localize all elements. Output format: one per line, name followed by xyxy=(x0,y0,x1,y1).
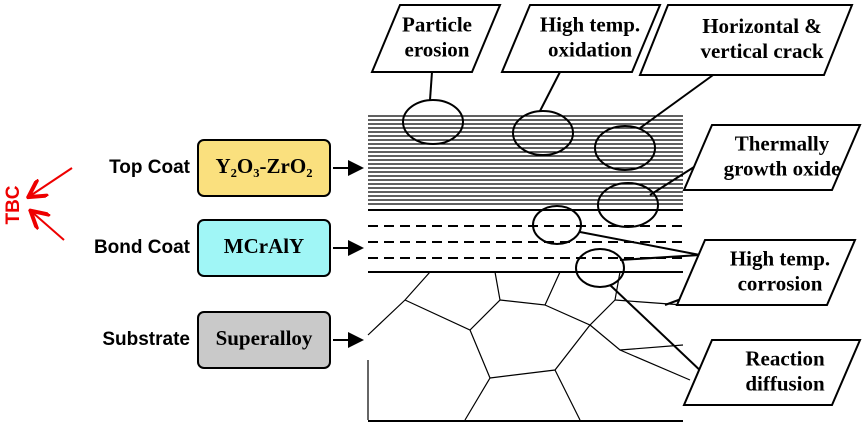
grain-boundary xyxy=(465,330,490,420)
callout-text: Horizontal & xyxy=(702,14,822,38)
grain-boundary xyxy=(555,370,580,420)
callout-text: Particle xyxy=(402,12,472,36)
callout-text: Thermally xyxy=(735,131,830,155)
leader-line xyxy=(540,72,560,111)
callout-text: High temp. xyxy=(540,12,640,36)
grain-boundary xyxy=(490,325,590,378)
grain-boundary xyxy=(590,325,683,350)
layer-label: Top Coat xyxy=(109,157,191,178)
group-arrow xyxy=(30,168,72,196)
layer-label: Substrate xyxy=(102,329,190,350)
grain-boundary xyxy=(405,272,500,330)
group-label: TBC xyxy=(3,185,24,224)
leader-line xyxy=(640,70,720,128)
callout-text: Reaction xyxy=(745,346,825,370)
defect-marker xyxy=(403,100,463,144)
group-arrow xyxy=(32,212,64,240)
material-label: Y₂O₃-ZrO₂ xyxy=(215,154,312,178)
leader-line xyxy=(430,72,432,100)
callout-text: oxidation xyxy=(548,37,632,61)
layer-art xyxy=(368,116,690,421)
defect-marker xyxy=(598,183,658,227)
defect-marker xyxy=(576,249,624,287)
defect-marker xyxy=(533,206,581,244)
diagram: ParticleerosionHigh temp.oxidationHorizo… xyxy=(0,0,863,427)
material-label: Superalloy xyxy=(216,326,313,350)
callout-text: vertical crack xyxy=(700,39,823,63)
callout-text: High temp. xyxy=(730,246,830,270)
layer-label: Bond Coat xyxy=(94,237,191,258)
grain-boundary xyxy=(368,272,430,335)
material-label: MCrAlY xyxy=(224,234,304,258)
callout-text: corrosion xyxy=(738,271,823,295)
callout-text: growth oxide xyxy=(724,156,841,180)
callout-text: diffusion xyxy=(745,371,825,395)
grain-boundary xyxy=(620,350,690,380)
callout-text: erosion xyxy=(405,37,470,61)
grain-boundary xyxy=(500,272,560,305)
leader-line xyxy=(580,232,700,255)
